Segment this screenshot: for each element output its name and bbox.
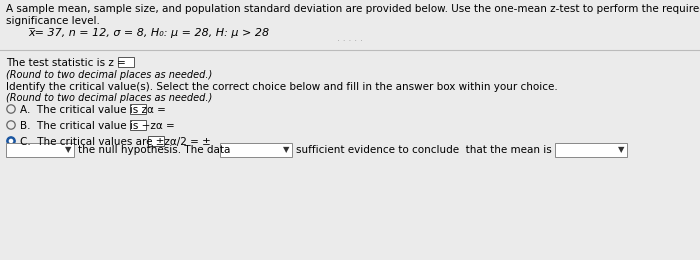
FancyBboxPatch shape bbox=[148, 136, 164, 146]
Text: ▼: ▼ bbox=[64, 146, 71, 154]
Text: A sample mean, sample size, and population standard deviation are provided below: A sample mean, sample size, and populati… bbox=[6, 4, 700, 14]
Text: sufficient evidence to conclude  that the mean is: sufficient evidence to conclude that the… bbox=[296, 145, 552, 155]
Circle shape bbox=[9, 139, 13, 142]
FancyBboxPatch shape bbox=[130, 120, 146, 130]
FancyBboxPatch shape bbox=[118, 57, 134, 67]
Text: B.  The critical value is −zα =: B. The critical value is −zα = bbox=[20, 121, 175, 131]
Text: (Round to two decimal places as needed.): (Round to two decimal places as needed.) bbox=[6, 93, 212, 103]
Text: (Round to two decimal places as needed.): (Round to two decimal places as needed.) bbox=[6, 70, 212, 80]
Text: the null hypothesis. The data: the null hypothesis. The data bbox=[78, 145, 230, 155]
FancyBboxPatch shape bbox=[130, 104, 146, 114]
FancyBboxPatch shape bbox=[220, 143, 293, 157]
Text: The test statistic is z =: The test statistic is z = bbox=[6, 58, 126, 68]
Text: C.  The critical values are ±zα/2 = ±: C. The critical values are ±zα/2 = ± bbox=[20, 137, 211, 147]
Text: significance level.: significance level. bbox=[6, 16, 100, 26]
Text: Identify the critical value(s). Select the correct choice below and fill in the : Identify the critical value(s). Select t… bbox=[6, 82, 558, 92]
Text: ▼: ▼ bbox=[617, 146, 624, 154]
FancyBboxPatch shape bbox=[554, 143, 627, 157]
Text: A.  The critical value is zα =: A. The critical value is zα = bbox=[20, 105, 166, 115]
Circle shape bbox=[7, 137, 15, 145]
Text: ▼: ▼ bbox=[283, 146, 289, 154]
Text: · · · · ·: · · · · · bbox=[337, 37, 363, 46]
FancyBboxPatch shape bbox=[6, 143, 74, 157]
Text: x̅= 37, n = 12, σ = 8, H₀: μ = 28, H⁡: μ > 28: x̅= 37, n = 12, σ = 8, H₀: μ = 28, H⁡: μ… bbox=[28, 28, 269, 38]
